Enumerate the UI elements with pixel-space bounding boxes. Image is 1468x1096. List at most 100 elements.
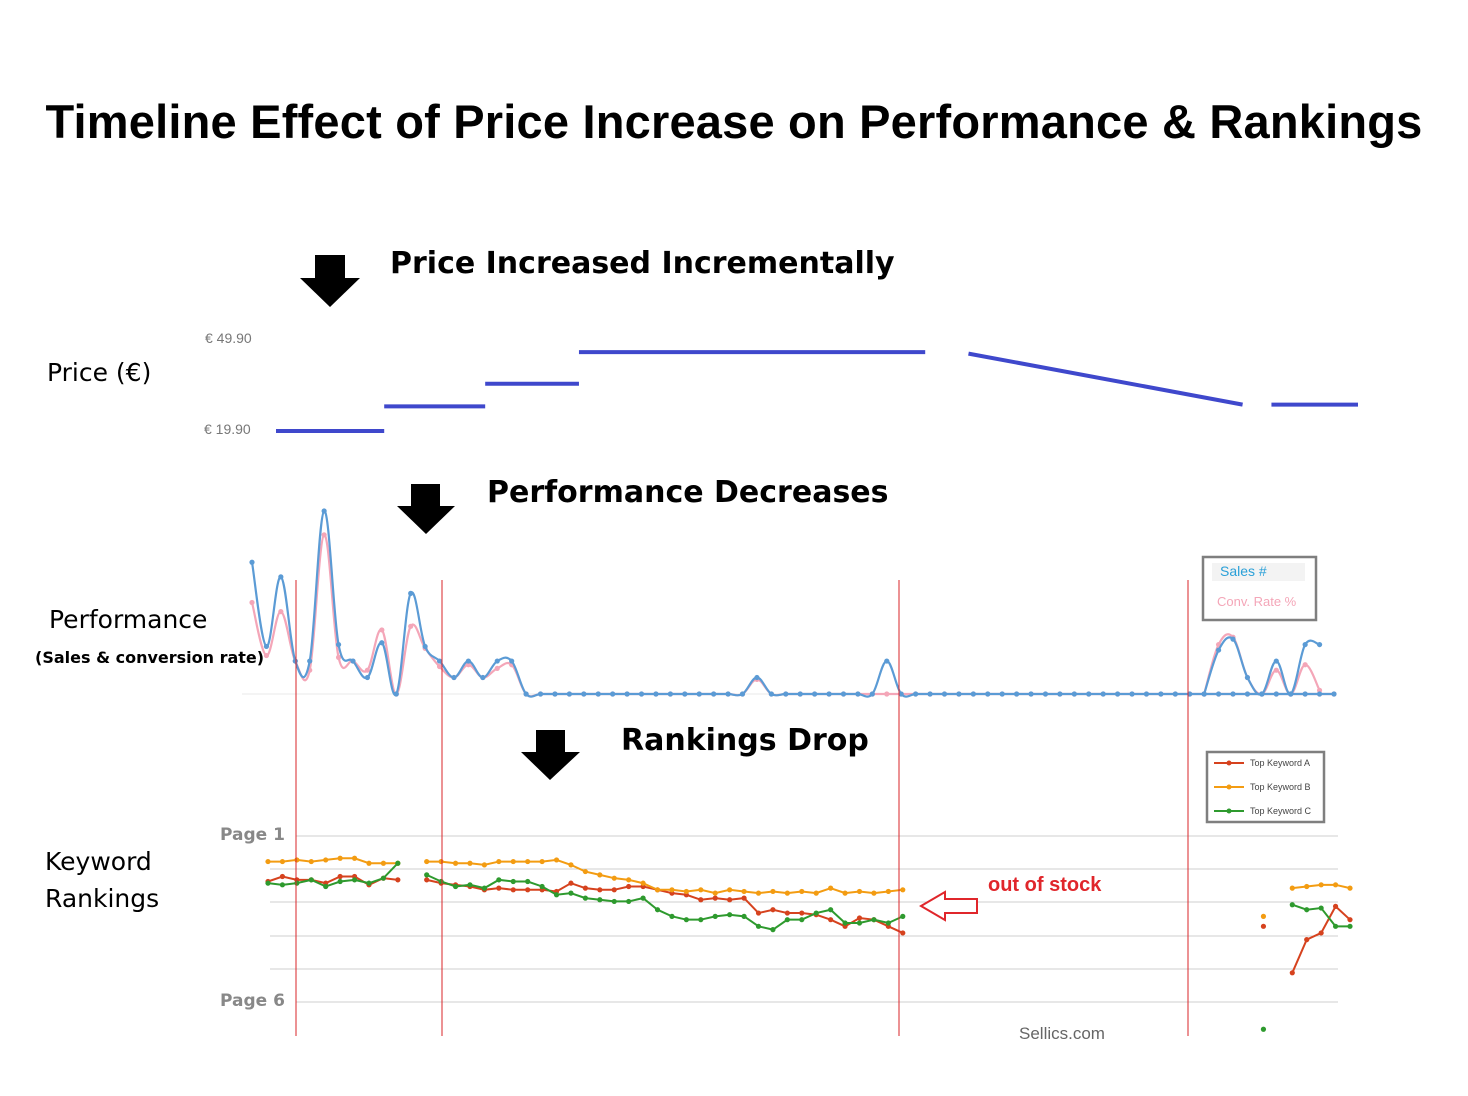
keyword-a-point <box>337 873 343 880</box>
sales-point <box>1230 636 1236 642</box>
sales-point <box>1215 647 1222 653</box>
row-label-keyword: Keyword <box>45 847 152 876</box>
sales-line-0 <box>250 509 1334 698</box>
keyword-b-point <box>351 855 358 861</box>
keyword-b-point <box>770 888 776 895</box>
conv-rate-point <box>379 627 385 633</box>
sales-point <box>1273 691 1279 697</box>
keyword-b-point <box>308 858 314 865</box>
keyword-b-point <box>1318 882 1324 888</box>
keyword-a-point <box>799 910 805 916</box>
sales-point <box>754 674 760 681</box>
sales-point <box>1288 691 1294 697</box>
sales-point <box>1057 691 1063 697</box>
keyword-c-point <box>770 927 776 933</box>
keyword-b-point <box>481 862 487 868</box>
conv-rate-point <box>494 665 500 671</box>
keyword-c-point <box>683 917 689 923</box>
keyword-b-point <box>510 858 516 865</box>
keyword-c-point <box>741 913 747 919</box>
keyword-a-point <box>510 887 516 893</box>
sales-point <box>1244 674 1251 681</box>
sales-point <box>1100 691 1106 697</box>
keyword-a-point <box>900 930 906 936</box>
sales-point <box>422 643 428 650</box>
sales-point <box>725 691 731 697</box>
keyword-b-point <box>380 860 387 866</box>
sales-point <box>350 658 356 664</box>
conv-rate-point <box>1302 662 1308 668</box>
keyword-a-point <box>856 915 863 921</box>
keyword-c-point <box>1318 905 1324 911</box>
sales-point <box>682 691 688 697</box>
legend-conv-rate: Conv. Rate % <box>1217 594 1297 609</box>
conv-rate-point <box>884 691 890 697</box>
keyword-b-point <box>741 888 747 895</box>
keyword-a-line-3 <box>1291 904 1351 974</box>
keyword-c-point <box>525 878 531 885</box>
sales-point <box>610 691 616 697</box>
keyword-a-point <box>741 895 747 901</box>
keyword-b-point <box>1260 913 1267 919</box>
sales-point <box>523 691 529 697</box>
heading-performance: Performance Decreases <box>487 475 889 510</box>
sales-point <box>480 674 486 681</box>
keyword-b-point <box>568 862 574 868</box>
keyword-b-point <box>669 887 675 893</box>
keyword-c-point <box>712 913 718 919</box>
sales-point <box>653 691 659 697</box>
keyword-b-point <box>539 858 545 865</box>
keyword-a-point <box>1260 923 1267 929</box>
keyword-a-point <box>424 877 430 883</box>
keyword-a-point <box>784 910 790 916</box>
sales-point <box>970 691 976 697</box>
keyword-a-point <box>770 907 776 913</box>
keyword-c-point <box>611 898 617 905</box>
keyword-a-point <box>279 873 286 880</box>
keyword-c-point <box>640 895 646 901</box>
sales-point <box>884 658 890 664</box>
sales-point <box>278 574 284 580</box>
page-title: Timeline Effect of Price Increase on Per… <box>45 95 1423 148</box>
sales-point <box>1201 691 1207 697</box>
keyword-c-point <box>395 860 401 866</box>
row-label-performance: Performance <box>49 605 208 634</box>
sales-point <box>927 691 933 697</box>
keyword-c-point <box>265 880 271 886</box>
keyword-b-point <box>683 888 689 895</box>
sales-point <box>1172 691 1178 697</box>
keyword-b-point <box>366 860 372 866</box>
conv-rate-point <box>249 599 255 606</box>
credit-text: Sellics.com <box>1019 1024 1105 1043</box>
keyword-c-point <box>784 917 790 923</box>
sales-point <box>292 658 298 664</box>
keyword-c-point <box>568 890 574 896</box>
sales-point <box>812 691 818 697</box>
keyword-a-point <box>712 895 718 901</box>
keyword-c-point <box>842 920 848 926</box>
sales-point <box>898 691 904 697</box>
keyword-c-point <box>366 880 372 886</box>
sales-point <box>249 559 255 565</box>
keyword-c-point <box>856 920 863 926</box>
keyword-b-point <box>654 887 661 893</box>
keyword-a-point <box>1332 903 1339 910</box>
sales-point <box>566 691 572 697</box>
keyword-c-point <box>1347 923 1353 929</box>
sales-point <box>1230 691 1236 697</box>
keyword-c-point <box>1304 907 1310 913</box>
sales-point <box>537 691 544 697</box>
conv-rate-point <box>364 667 371 673</box>
sales-point <box>321 508 327 514</box>
keyword-c-point <box>698 917 704 923</box>
sales-point <box>393 691 399 697</box>
keyword-b-point <box>900 887 906 893</box>
sales-point <box>1143 691 1150 697</box>
sales-point <box>797 691 803 697</box>
keyword-c-point <box>727 912 733 918</box>
sales-point <box>364 674 371 681</box>
sales-point <box>1129 691 1135 697</box>
row-label-rankings: Rankings <box>45 884 160 913</box>
rank-tick-page-6: Page 6 <box>220 991 285 1011</box>
keyword-a-point <box>1347 917 1353 923</box>
